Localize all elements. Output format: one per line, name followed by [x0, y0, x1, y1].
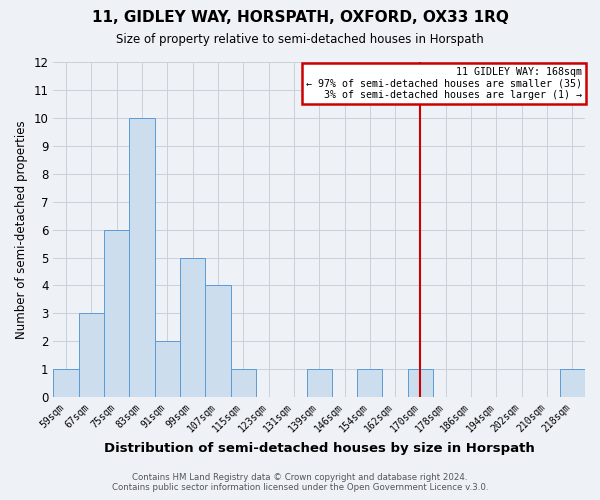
Text: 11 GIDLEY WAY: 168sqm
← 97% of semi-detached houses are smaller (35)
3% of semi-: 11 GIDLEY WAY: 168sqm ← 97% of semi-deta…	[307, 66, 583, 100]
Bar	[130, 118, 155, 397]
Bar	[205, 286, 230, 397]
Bar	[560, 369, 585, 397]
Text: 11, GIDLEY WAY, HORSPATH, OXFORD, OX33 1RQ: 11, GIDLEY WAY, HORSPATH, OXFORD, OX33 1…	[92, 10, 508, 25]
Text: Contains HM Land Registry data © Crown copyright and database right 2024.
Contai: Contains HM Land Registry data © Crown c…	[112, 473, 488, 492]
Bar	[155, 341, 180, 397]
Bar	[104, 230, 130, 397]
Text: Size of property relative to semi-detached houses in Horspath: Size of property relative to semi-detach…	[116, 32, 484, 46]
Bar	[79, 313, 104, 397]
Bar	[408, 369, 433, 397]
Bar	[230, 369, 256, 397]
Bar	[180, 258, 205, 397]
Y-axis label: Number of semi-detached properties: Number of semi-detached properties	[15, 120, 28, 339]
X-axis label: Distribution of semi-detached houses by size in Horspath: Distribution of semi-detached houses by …	[104, 442, 535, 455]
Bar	[307, 369, 332, 397]
Bar	[53, 369, 79, 397]
Bar	[357, 369, 382, 397]
